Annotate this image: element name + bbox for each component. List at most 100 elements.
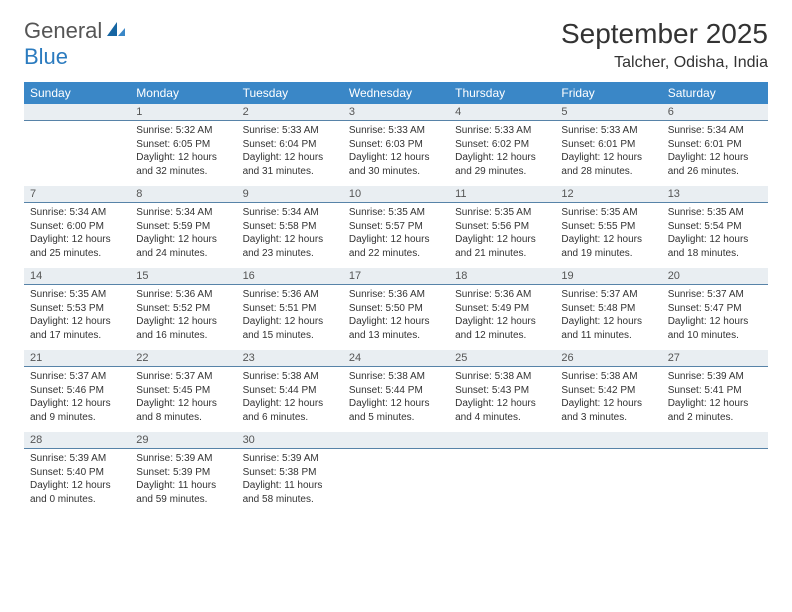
sunset-text: Sunset: 6:02 PM	[455, 138, 549, 152]
day-number: 19	[555, 268, 661, 285]
day-cell: Sunrise: 5:35 AMSunset: 5:57 PMDaylight:…	[343, 203, 449, 268]
day-cell: Sunrise: 5:34 AMSunset: 5:59 PMDaylight:…	[130, 203, 236, 268]
daynum-row: 14151617181920	[24, 268, 768, 285]
day-cell: Sunrise: 5:37 AMSunset: 5:47 PMDaylight:…	[662, 285, 768, 350]
sunset-text: Sunset: 5:48 PM	[561, 302, 655, 316]
sunset-text: Sunset: 5:42 PM	[561, 384, 655, 398]
sunrise-text: Sunrise: 5:33 AM	[349, 124, 443, 138]
daylight-text2: and 26 minutes.	[668, 165, 762, 179]
daylight-text2: and 30 minutes.	[349, 165, 443, 179]
calendar-table: Sunday Monday Tuesday Wednesday Thursday…	[24, 82, 768, 514]
day-number: 29	[130, 432, 236, 449]
daylight-text2: and 25 minutes.	[30, 247, 124, 261]
daylight-text2: and 8 minutes.	[136, 411, 230, 425]
daylight-text2: and 22 minutes.	[349, 247, 443, 261]
daylight-text: Daylight: 12 hours	[349, 151, 443, 165]
day-number: 7	[24, 186, 130, 203]
sunrise-text: Sunrise: 5:36 AM	[243, 288, 337, 302]
day-cell: Sunrise: 5:38 AMSunset: 5:44 PMDaylight:…	[237, 367, 343, 432]
daylight-text2: and 10 minutes.	[668, 329, 762, 343]
day-cell: Sunrise: 5:37 AMSunset: 5:48 PMDaylight:…	[555, 285, 661, 350]
daylight-text2: and 12 minutes.	[455, 329, 549, 343]
day-cell: Sunrise: 5:35 AMSunset: 5:55 PMDaylight:…	[555, 203, 661, 268]
daylight-text2: and 2 minutes.	[668, 411, 762, 425]
daylight-text: Daylight: 12 hours	[136, 233, 230, 247]
day-cell: Sunrise: 5:34 AMSunset: 6:00 PMDaylight:…	[24, 203, 130, 268]
daylight-text2: and 15 minutes.	[243, 329, 337, 343]
dayinfo-row: Sunrise: 5:35 AMSunset: 5:53 PMDaylight:…	[24, 285, 768, 350]
weekday-header: Monday	[130, 82, 236, 104]
daylight-text2: and 32 minutes.	[136, 165, 230, 179]
day-number: 20	[662, 268, 768, 285]
sunrise-text: Sunrise: 5:38 AM	[243, 370, 337, 384]
day-number	[343, 432, 449, 449]
daylight-text: Daylight: 12 hours	[455, 151, 549, 165]
day-cell	[555, 449, 661, 474]
sunset-text: Sunset: 5:40 PM	[30, 466, 124, 480]
day-cell: Sunrise: 5:36 AMSunset: 5:52 PMDaylight:…	[130, 285, 236, 350]
daynum-row: 123456	[24, 104, 768, 121]
day-cell: Sunrise: 5:34 AMSunset: 5:58 PMDaylight:…	[237, 203, 343, 268]
day-number	[662, 432, 768, 449]
day-number: 18	[449, 268, 555, 285]
daylight-text: Daylight: 11 hours	[243, 479, 337, 493]
daylight-text: Daylight: 12 hours	[668, 397, 762, 411]
daylight-text: Daylight: 12 hours	[243, 397, 337, 411]
sunrise-text: Sunrise: 5:34 AM	[136, 206, 230, 220]
daylight-text: Daylight: 12 hours	[30, 479, 124, 493]
sunset-text: Sunset: 5:58 PM	[243, 220, 337, 234]
sunset-text: Sunset: 5:43 PM	[455, 384, 549, 398]
daylight-text: Daylight: 12 hours	[243, 151, 337, 165]
sunset-text: Sunset: 6:04 PM	[243, 138, 337, 152]
daylight-text2: and 19 minutes.	[561, 247, 655, 261]
day-number: 28	[24, 432, 130, 449]
daylight-text: Daylight: 12 hours	[243, 233, 337, 247]
sunset-text: Sunset: 5:45 PM	[136, 384, 230, 398]
daylight-text2: and 21 minutes.	[455, 247, 549, 261]
daylight-text: Daylight: 12 hours	[30, 233, 124, 247]
day-cell: Sunrise: 5:35 AMSunset: 5:54 PMDaylight:…	[662, 203, 768, 268]
daylight-text2: and 31 minutes.	[243, 165, 337, 179]
daylight-text2: and 29 minutes.	[455, 165, 549, 179]
daylight-text: Daylight: 12 hours	[668, 233, 762, 247]
day-number: 4	[449, 104, 555, 121]
logo: GeneralBlue	[24, 18, 127, 70]
sunrise-text: Sunrise: 5:39 AM	[243, 452, 337, 466]
day-cell: Sunrise: 5:34 AMSunset: 6:01 PMDaylight:…	[662, 121, 768, 186]
sunrise-text: Sunrise: 5:34 AM	[243, 206, 337, 220]
day-cell: Sunrise: 5:35 AMSunset: 5:56 PMDaylight:…	[449, 203, 555, 268]
logo-text-general: General	[24, 18, 102, 43]
day-cell: Sunrise: 5:37 AMSunset: 5:45 PMDaylight:…	[130, 367, 236, 432]
day-number: 9	[237, 186, 343, 203]
day-number: 22	[130, 350, 236, 367]
day-number: 16	[237, 268, 343, 285]
dayinfo-row: Sunrise: 5:39 AMSunset: 5:40 PMDaylight:…	[24, 449, 768, 514]
sunset-text: Sunset: 5:53 PM	[30, 302, 124, 316]
sunrise-text: Sunrise: 5:37 AM	[668, 288, 762, 302]
sunrise-text: Sunrise: 5:36 AM	[349, 288, 443, 302]
day-cell: Sunrise: 5:36 AMSunset: 5:50 PMDaylight:…	[343, 285, 449, 350]
daylight-text2: and 3 minutes.	[561, 411, 655, 425]
weekday-header: Wednesday	[343, 82, 449, 104]
sunrise-text: Sunrise: 5:36 AM	[136, 288, 230, 302]
sunset-text: Sunset: 5:44 PM	[243, 384, 337, 398]
sunrise-text: Sunrise: 5:39 AM	[136, 452, 230, 466]
weekday-header: Thursday	[449, 82, 555, 104]
sunrise-text: Sunrise: 5:33 AM	[561, 124, 655, 138]
daylight-text: Daylight: 12 hours	[561, 233, 655, 247]
day-number: 10	[343, 186, 449, 203]
daylight-text: Daylight: 12 hours	[136, 151, 230, 165]
sunrise-text: Sunrise: 5:37 AM	[561, 288, 655, 302]
day-cell	[343, 449, 449, 474]
day-number	[449, 432, 555, 449]
day-cell: Sunrise: 5:33 AMSunset: 6:02 PMDaylight:…	[449, 121, 555, 186]
sunset-text: Sunset: 5:49 PM	[455, 302, 549, 316]
weekday-header: Tuesday	[237, 82, 343, 104]
day-number: 21	[24, 350, 130, 367]
day-number: 1	[130, 104, 236, 121]
sunrise-text: Sunrise: 5:34 AM	[30, 206, 124, 220]
weekday-header-row: Sunday Monday Tuesday Wednesday Thursday…	[24, 82, 768, 104]
title-block: September 2025 Talcher, Odisha, India	[561, 18, 768, 72]
day-cell: Sunrise: 5:35 AMSunset: 5:53 PMDaylight:…	[24, 285, 130, 350]
sunrise-text: Sunrise: 5:37 AM	[136, 370, 230, 384]
